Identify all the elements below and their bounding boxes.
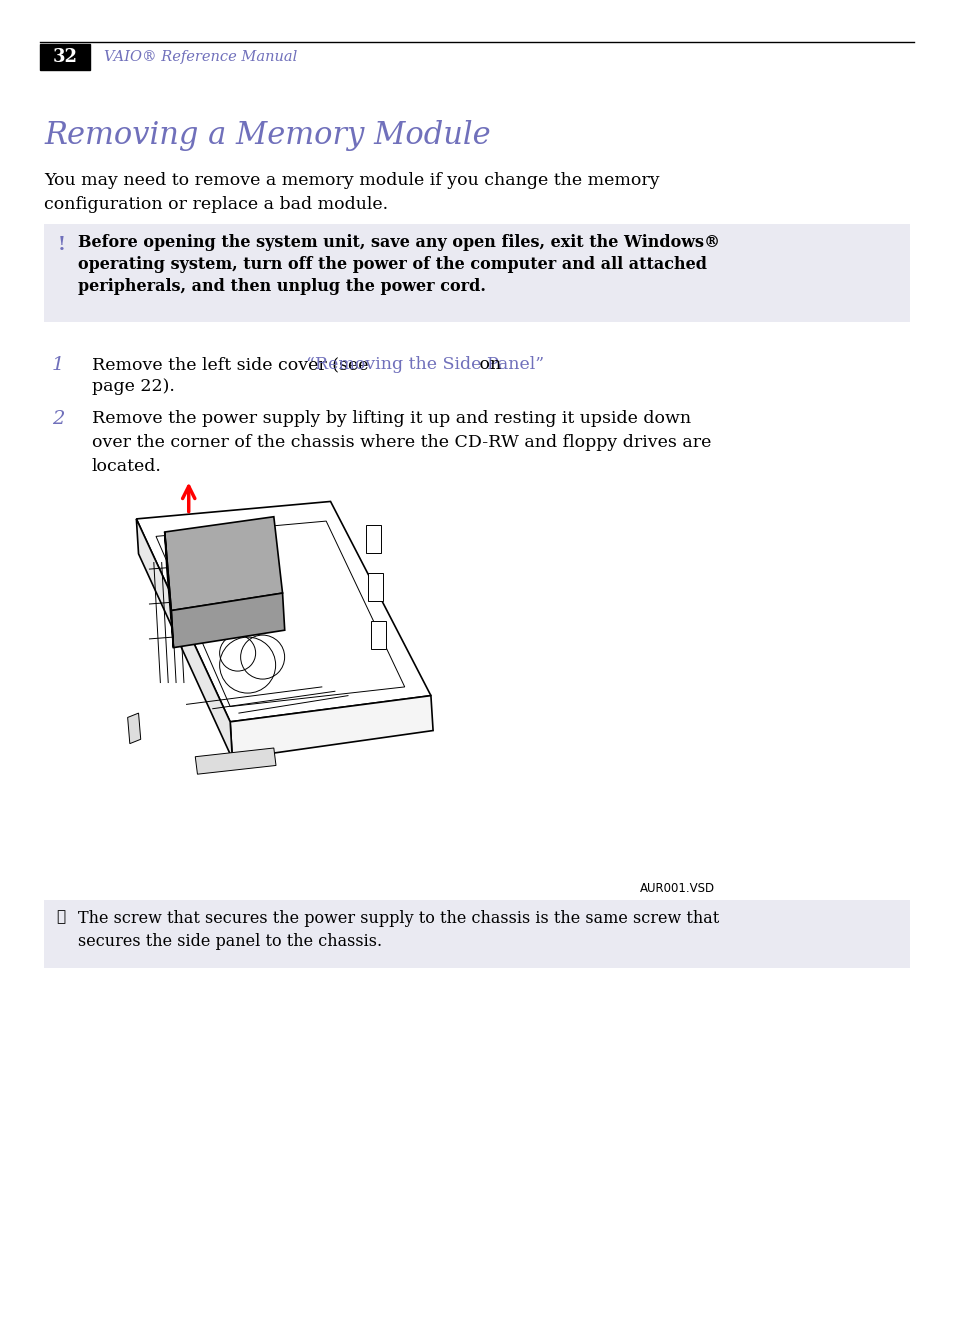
- Polygon shape: [195, 748, 275, 775]
- Text: VAIO® Reference Manual: VAIO® Reference Manual: [104, 50, 297, 64]
- Text: on: on: [474, 356, 500, 373]
- Text: !: !: [58, 236, 66, 255]
- FancyBboxPatch shape: [44, 900, 909, 967]
- Text: The screw that secures the power supply to the chassis is the same screw that: The screw that secures the power supply …: [78, 910, 719, 927]
- FancyBboxPatch shape: [40, 44, 90, 70]
- Polygon shape: [165, 517, 282, 611]
- Text: Removing a Memory Module: Removing a Memory Module: [44, 121, 490, 151]
- Text: secures the side panel to the chassis.: secures the side panel to the chassis.: [78, 933, 382, 950]
- Polygon shape: [136, 519, 233, 758]
- Text: Remove the left side cover (see: Remove the left side cover (see: [91, 356, 374, 373]
- Text: peripherals, and then unplug the power cord.: peripherals, and then unplug the power c…: [78, 277, 485, 295]
- FancyBboxPatch shape: [370, 622, 385, 650]
- FancyBboxPatch shape: [44, 224, 909, 322]
- Polygon shape: [165, 532, 173, 647]
- Polygon shape: [230, 695, 433, 758]
- Text: Before opening the system unit, save any open files, exit the Windows®: Before opening the system unit, save any…: [78, 234, 720, 251]
- Text: 2: 2: [52, 410, 64, 427]
- Polygon shape: [128, 713, 141, 744]
- FancyBboxPatch shape: [366, 525, 381, 553]
- Text: ✎: ✎: [56, 910, 65, 925]
- Text: AUR001.VSD: AUR001.VSD: [639, 882, 715, 895]
- Text: You may need to remove a memory module if you change the memory
configuration or: You may need to remove a memory module i…: [44, 172, 659, 213]
- Text: 32: 32: [52, 48, 77, 66]
- Text: “Removing the Side Panel”: “Removing the Side Panel”: [306, 356, 544, 373]
- Polygon shape: [156, 521, 404, 706]
- Polygon shape: [172, 594, 284, 647]
- Text: 1: 1: [52, 356, 64, 374]
- FancyBboxPatch shape: [368, 574, 383, 602]
- Text: page 22).: page 22).: [91, 378, 174, 395]
- Polygon shape: [136, 501, 431, 722]
- Text: Remove the power supply by lifting it up and resting it upside down
over the cor: Remove the power supply by lifting it up…: [91, 410, 711, 476]
- Text: operating system, turn off the power of the computer and all attached: operating system, turn off the power of …: [78, 256, 706, 273]
